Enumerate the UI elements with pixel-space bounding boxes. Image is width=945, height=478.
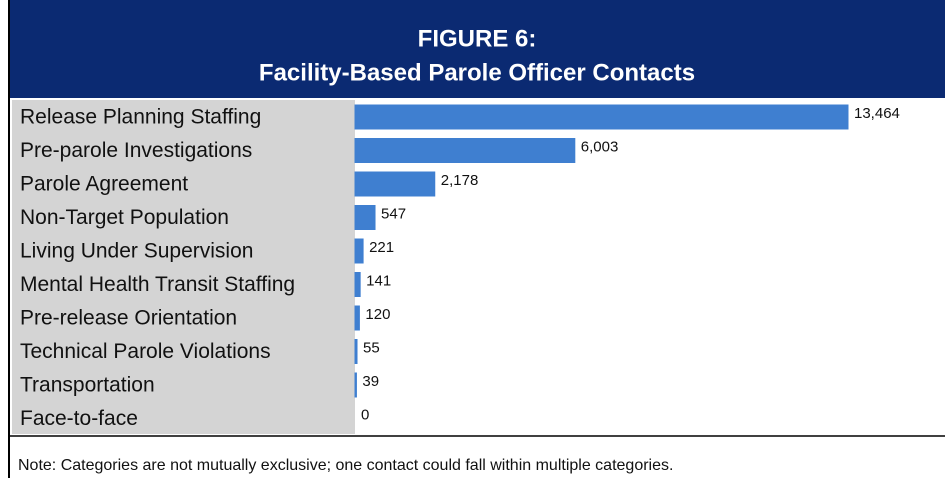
bar bbox=[354, 104, 849, 130]
category-label: Release Planning Staffing bbox=[20, 106, 261, 129]
category-panel bbox=[12, 100, 355, 434]
bar bbox=[354, 138, 576, 163]
value-label: 120 bbox=[365, 306, 390, 323]
header-band bbox=[9, 0, 945, 98]
chart-title: FIGURE 6: bbox=[418, 25, 537, 52]
value-label: 2,178 bbox=[441, 172, 479, 189]
bar bbox=[354, 238, 364, 264]
bar bbox=[354, 305, 360, 331]
value-label: 0 bbox=[361, 406, 369, 423]
category-label: Technical Parole Violations bbox=[20, 340, 271, 363]
value-label: 55 bbox=[363, 339, 380, 356]
value-label: 547 bbox=[381, 205, 406, 222]
value-label: 6,003 bbox=[581, 138, 619, 155]
category-label: Living Under Supervision bbox=[20, 240, 253, 263]
category-label: Pre-release Orientation bbox=[20, 307, 237, 330]
chart-subtitle: Facility-Based Parole Officer Contacts bbox=[259, 59, 695, 86]
bar bbox=[354, 372, 357, 398]
category-label: Mental Health Transit Staffing bbox=[20, 273, 295, 296]
category-label: Non-Target Population bbox=[20, 206, 229, 229]
bar bbox=[354, 171, 436, 197]
bar bbox=[354, 339, 358, 364]
value-label: 13,464 bbox=[854, 105, 900, 122]
category-label: Transportation bbox=[20, 374, 155, 397]
bar bbox=[354, 205, 376, 230]
category-label: Pre-parole Investigations bbox=[20, 139, 252, 162]
note: Note: Categories are not mutually exclus… bbox=[18, 457, 673, 474]
value-label: 39 bbox=[362, 373, 379, 390]
value-label: 221 bbox=[369, 239, 394, 256]
value-label: 141 bbox=[366, 272, 391, 289]
category-label: Face-to-face bbox=[20, 407, 138, 430]
bar bbox=[354, 272, 361, 297]
category-label: Parole Agreement bbox=[20, 173, 188, 196]
